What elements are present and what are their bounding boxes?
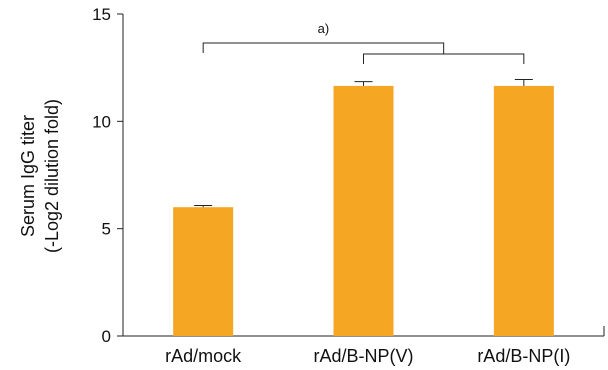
x-tick-label: rAd/mock	[165, 346, 242, 366]
y-tick-label: 0	[102, 327, 111, 346]
bars	[173, 85, 554, 336]
significance-label: a)	[318, 21, 330, 36]
x-axis-tick-labels: rAd/mock rAd/B-NP(V) rAd/B-NP(I)	[165, 346, 570, 366]
outer-bracket	[202, 42, 445, 54]
y-tick-label: 10	[92, 112, 111, 131]
y-axis-title-line-1: Serum IgG titer	[18, 115, 38, 237]
y-axis-title-line-2: (-Log2 dilution fold)	[42, 99, 62, 253]
significance-brackets: a)	[202, 21, 525, 64]
bar	[493, 85, 554, 336]
y-axis-title: Serum IgG titer (-Log2 dilution fold)	[18, 99, 62, 253]
inner-bracket	[363, 53, 525, 64]
bar	[333, 85, 394, 336]
y-tick-label: 5	[102, 220, 111, 239]
bar	[173, 207, 234, 336]
y-tick-label: 15	[92, 5, 111, 24]
x-tick-label: rAd/B-NP(I)	[477, 346, 570, 366]
error-bars	[194, 78, 533, 208]
y-axis-ticks: 0 5 10 15	[92, 5, 123, 346]
x-tick-label: rAd/B-NP(V)	[313, 346, 413, 366]
